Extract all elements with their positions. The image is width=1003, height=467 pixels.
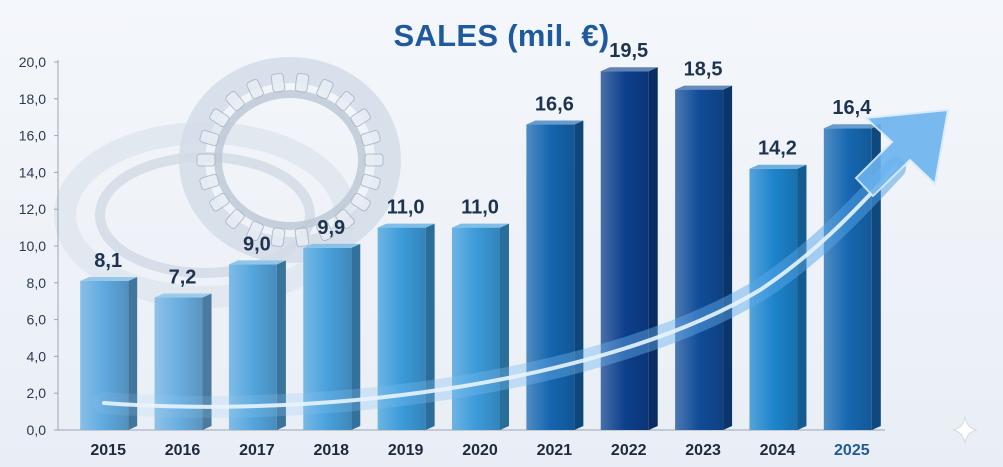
x-tick-label-2018: 2018 (313, 442, 349, 459)
y-tick-label: 4,0 (27, 348, 47, 364)
value-label-2017: 9,0 (243, 233, 271, 255)
value-label-2020: 11,0 (461, 197, 499, 219)
x-tick-label-2025: 2025 (834, 442, 870, 459)
bar-top (154, 293, 212, 298)
value-label-2024: 14,2 (758, 138, 797, 160)
x-tick-label-2019: 2019 (388, 442, 424, 459)
value-label-2022: 19,5 (609, 40, 648, 62)
value-label-2019: 11,0 (387, 197, 425, 219)
bar-front (526, 124, 575, 430)
y-tick-label: 16,0 (19, 128, 46, 144)
bar-top (303, 243, 361, 248)
bar-top (526, 120, 584, 125)
sparkle-icon (952, 416, 978, 444)
value-label-2025: 16,4 (832, 97, 872, 119)
y-tick-label: 10,0 (19, 238, 46, 254)
bar-side (500, 223, 509, 430)
y-tick-label: 18,0 (19, 91, 46, 107)
y-tick-label: 0,0 (27, 422, 47, 438)
bar-side (648, 67, 658, 430)
value-label-2023: 18,5 (684, 59, 723, 81)
y-tick-label: 2,0 (27, 385, 47, 401)
bar-side (425, 223, 435, 430)
value-label-2021: 16,6 (535, 94, 574, 116)
bar-top (600, 67, 658, 72)
bar-2020 (452, 223, 509, 430)
x-tick-label-2023: 2023 (685, 442, 721, 459)
bar-2023 (675, 85, 733, 430)
bar-top (228, 260, 286, 265)
bar-front (675, 89, 724, 430)
y-tick-label: 14,0 (19, 164, 46, 180)
bar-top (377, 223, 435, 228)
bar-side (797, 164, 807, 430)
bar-top (675, 85, 733, 90)
x-tick-label-2017: 2017 (239, 442, 275, 459)
value-label-2015: 8,1 (94, 250, 122, 272)
x-tick-label-2024: 2024 (760, 442, 796, 459)
bar-front (600, 71, 649, 430)
bar-side (574, 120, 584, 430)
bar-top (452, 223, 509, 228)
bar-top (80, 276, 138, 281)
y-tick-label: 20,0 (19, 54, 46, 70)
bar-side (128, 276, 138, 430)
y-tick-label: 8,0 (27, 275, 47, 291)
bar-front (452, 227, 500, 430)
trend-arrow-line (102, 166, 897, 409)
bar-side (723, 85, 733, 430)
bar-2022 (600, 67, 658, 430)
value-label-2016: 7,2 (169, 267, 197, 289)
x-tick-label-2020: 2020 (462, 442, 498, 459)
trend-arrow (93, 108, 950, 418)
trend-arrow-head (854, 108, 950, 198)
x-tick-label-2016: 2016 (165, 442, 201, 459)
bar-side (351, 243, 361, 430)
x-tick-label-2015: 2015 (90, 442, 126, 459)
bar-side (276, 260, 286, 430)
bar-top (823, 124, 881, 129)
bar-2024 (749, 164, 807, 430)
value-label-2018: 9,9 (317, 217, 345, 239)
x-tick-label-2022: 2022 (611, 442, 647, 459)
bar-top (749, 164, 807, 169)
y-tick-label: 6,0 (27, 312, 47, 328)
chart-title: SALES (mil. €) (393, 18, 610, 53)
x-tick-label-2021: 2021 (537, 442, 573, 459)
y-tick-label: 12,0 (19, 201, 46, 217)
